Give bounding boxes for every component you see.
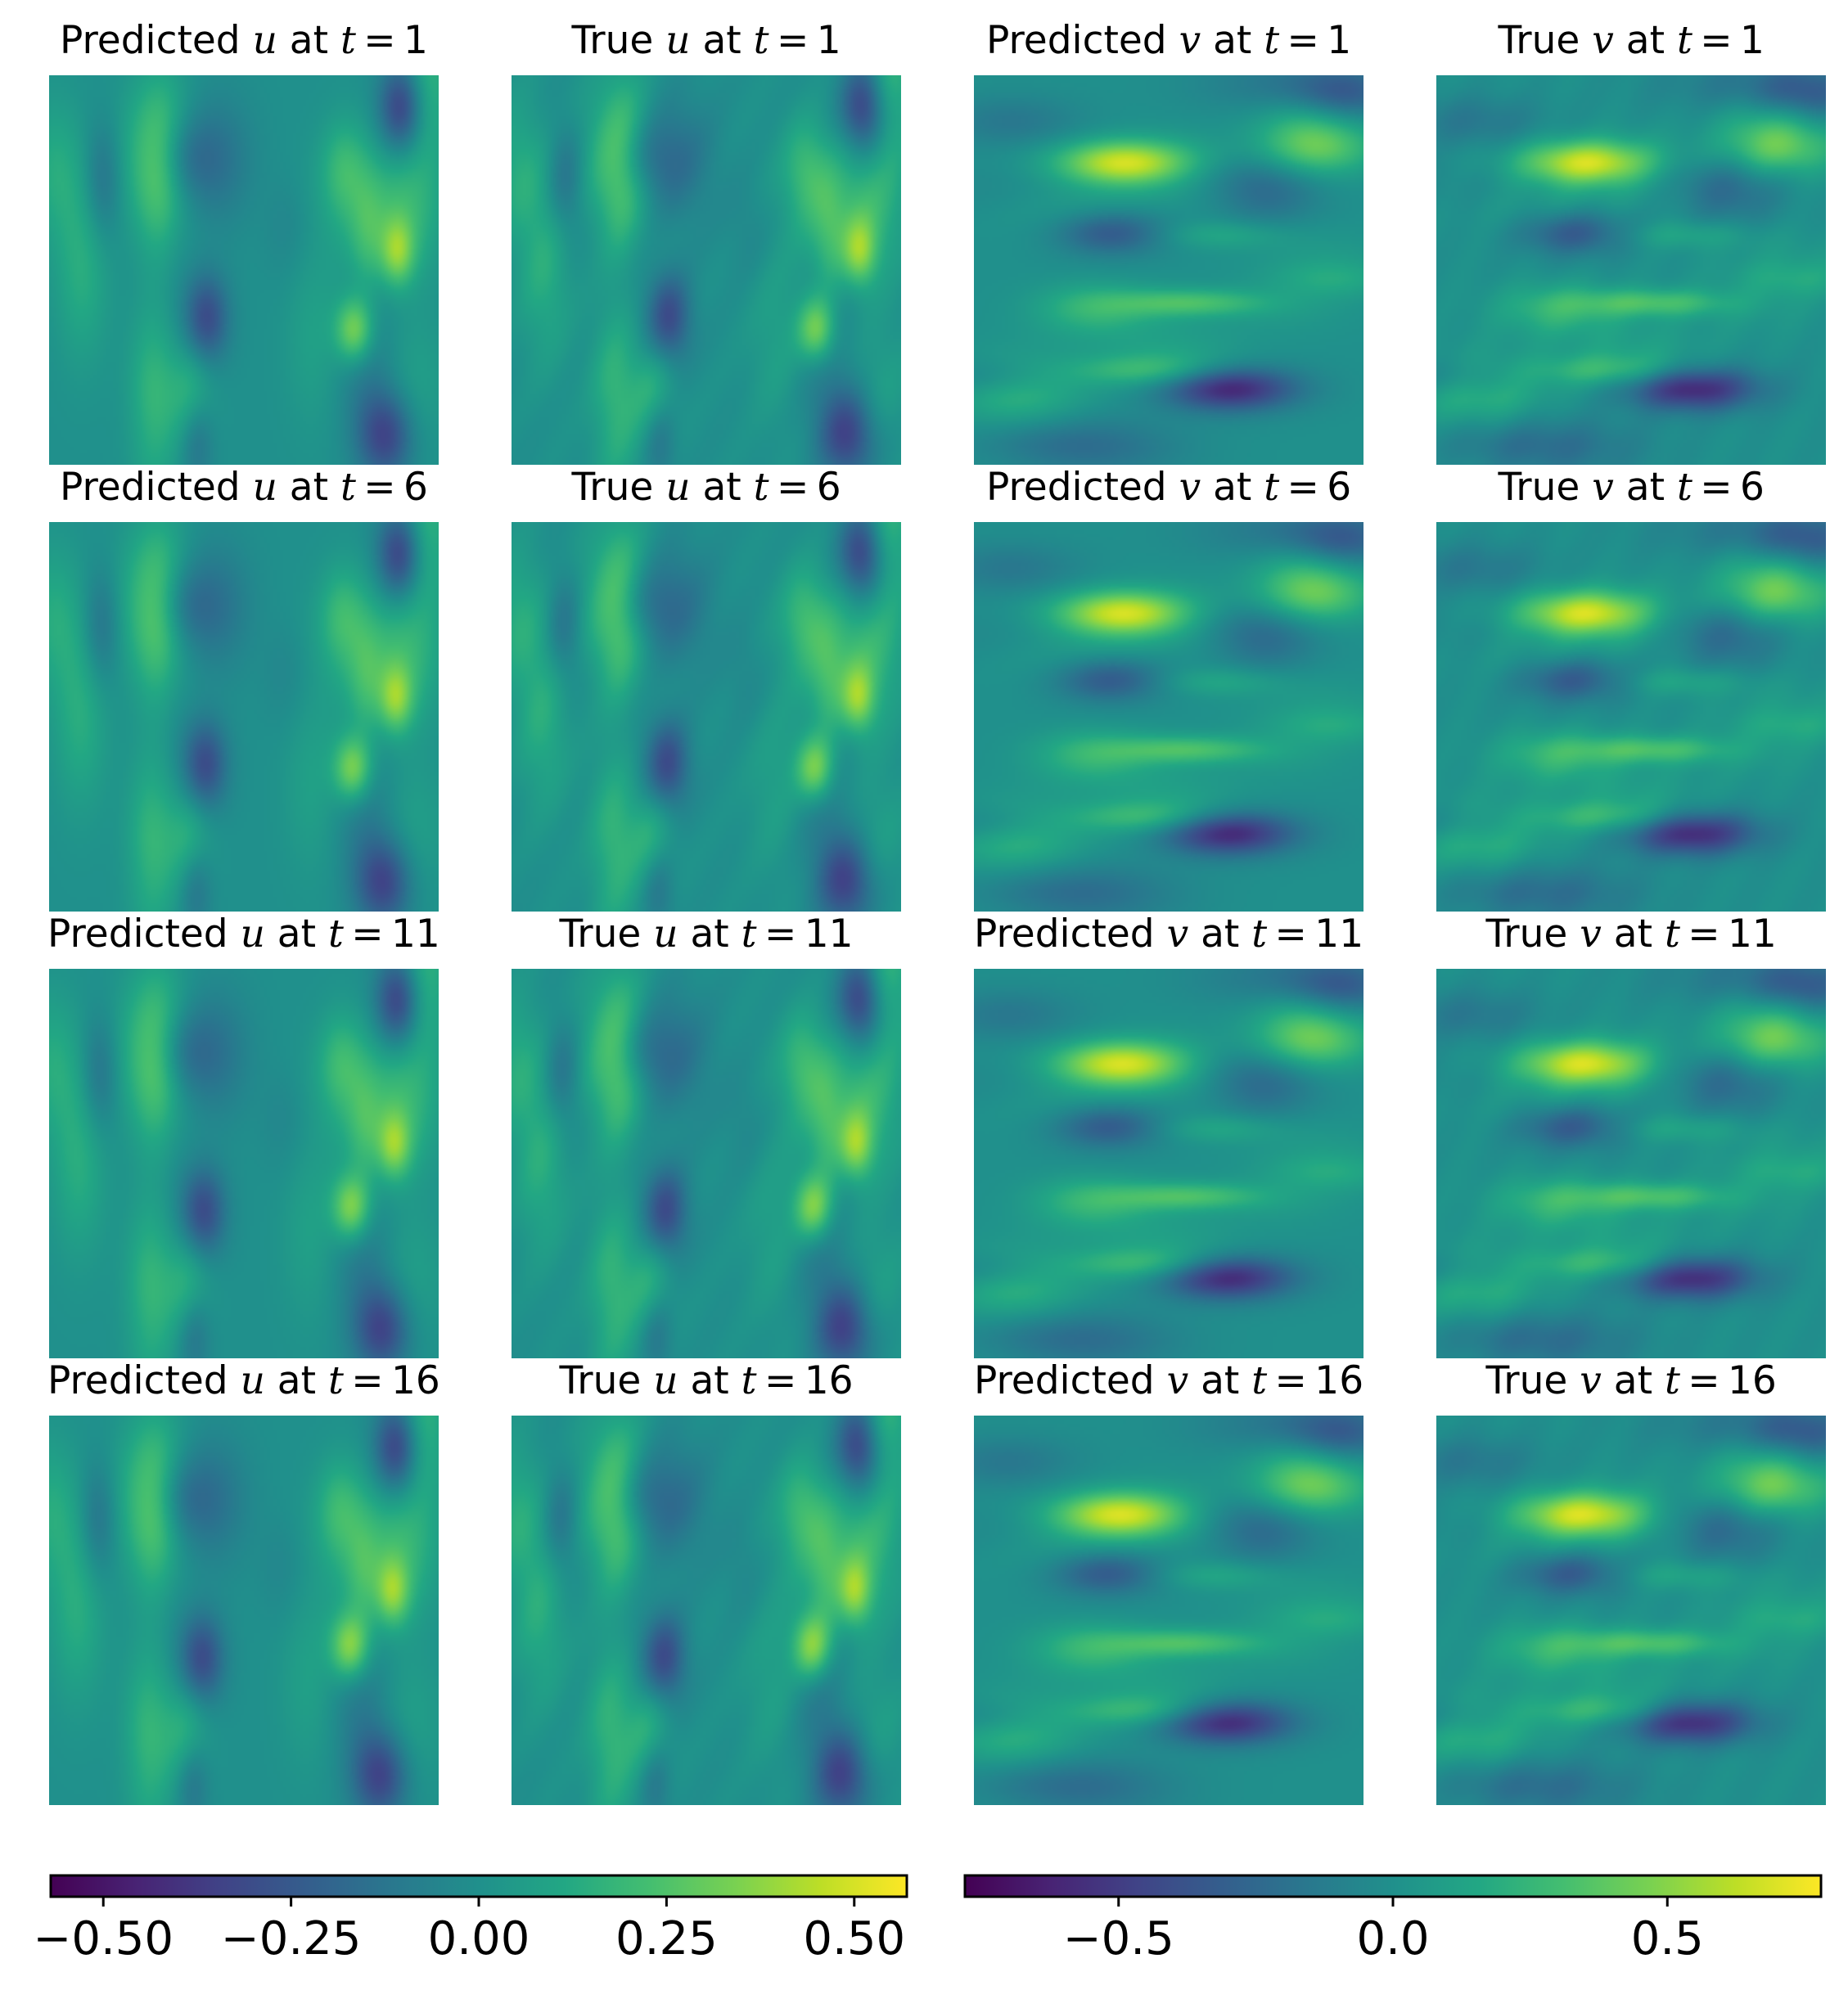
colorbar-tick-label: −0.5	[1063, 1912, 1174, 1965]
panel-title: True v at t = 1	[1498, 18, 1765, 63]
panel-title: Predicted u at t = 6	[60, 465, 428, 510]
heatmap-true-v-t6	[1436, 522, 1826, 912]
colorbar-tick-label: 0.5	[1631, 1912, 1704, 1965]
heatmap-predicted-v-t6	[974, 522, 1363, 912]
colorbar-gradient	[963, 1874, 1823, 1898]
panel-title: Predicted v at t = 6	[986, 465, 1352, 510]
panel-title: Predicted u at t = 11	[47, 912, 440, 957]
colorbar-u: −0.50 −0.25 0.00 0.25 0.50	[33, 1874, 908, 1965]
colorbar-tick-label: −0.25	[221, 1912, 362, 1965]
panel-title: Predicted v at t = 11	[974, 912, 1364, 957]
panel-title: True v at t = 16	[1485, 1358, 1777, 1403]
colorbar-gradient	[49, 1874, 908, 1898]
heatmap-true-u-t11	[512, 969, 901, 1358]
panel-title: True u at t = 11	[559, 912, 854, 957]
heatmap-predicted-v-t16	[974, 1416, 1363, 1805]
colorbar-tick-label: −0.50	[33, 1912, 174, 1965]
panel-title: True v at t = 6	[1498, 465, 1765, 510]
panel-title: Predicted v at t = 16	[974, 1358, 1364, 1403]
heatmap-true-u-t16	[512, 1416, 901, 1805]
heatmap-predicted-v-t11	[974, 969, 1363, 1358]
heatmap-true-v-t16	[1436, 1416, 1826, 1805]
heatmap-predicted-v-t1	[974, 75, 1363, 465]
heatmap-predicted-u-t6	[49, 522, 439, 912]
panel-title: True u at t = 16	[559, 1358, 854, 1403]
heatmap-predicted-u-t16	[49, 1416, 439, 1805]
colorbar-v: −0.5 0.0 0.5	[963, 1874, 1823, 1965]
colorbar-tick-label: 0.50	[803, 1912, 905, 1965]
panel-title: Predicted u at t = 16	[47, 1358, 440, 1403]
heatmap-predicted-u-t1	[49, 75, 439, 465]
heatmap-true-v-t11	[1436, 969, 1826, 1358]
panel-title: True v at t = 11	[1485, 912, 1777, 957]
panel-title: True u at t = 6	[571, 465, 841, 510]
heatmap-true-v-t1	[1436, 75, 1826, 465]
colorbar-tick-label: 0.25	[615, 1912, 718, 1965]
colorbar-tick-label: 0.00	[428, 1912, 530, 1965]
heatmap-true-u-t6	[512, 522, 901, 912]
panel-title: Predicted u at t = 1	[60, 18, 428, 63]
colorbar-tick-label: 0.0	[1356, 1912, 1429, 1965]
heatmap-true-u-t1	[512, 75, 901, 465]
panel-title: True u at t = 1	[571, 18, 841, 63]
panel-title: Predicted v at t = 1	[986, 18, 1352, 63]
heatmap-predicted-u-t11	[49, 969, 439, 1358]
